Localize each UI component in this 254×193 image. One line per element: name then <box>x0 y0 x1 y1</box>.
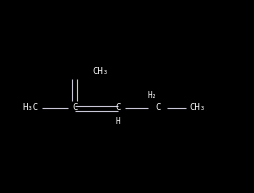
Text: C: C <box>72 103 77 113</box>
Text: C: C <box>155 103 160 113</box>
Text: H₂: H₂ <box>147 91 156 100</box>
Text: CH₃: CH₃ <box>92 68 108 76</box>
Text: CH₃: CH₃ <box>188 103 204 113</box>
Text: H: H <box>115 118 120 126</box>
Text: H₃C: H₃C <box>22 103 38 113</box>
Text: C: C <box>115 103 120 113</box>
